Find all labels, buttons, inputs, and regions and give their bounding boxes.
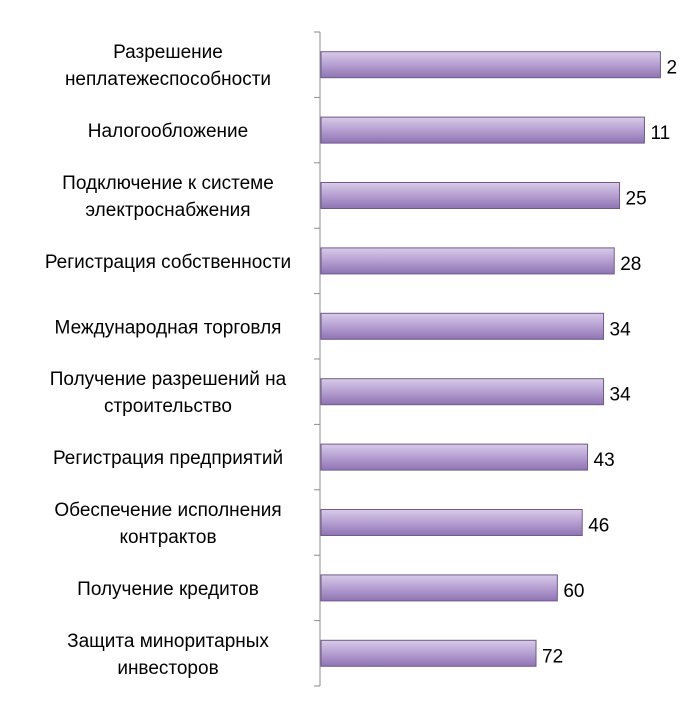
- category-labels: Разрешение неплатежеспособности Налогообло…: [45, 42, 291, 679]
- category-label-line: контрактов: [119, 527, 216, 548]
- category-axis: [314, 31, 321, 687]
- category-label-line: Налогообложение: [88, 121, 248, 142]
- data-label: 72: [542, 646, 563, 667]
- category-label: Регистрация предприятий: [53, 448, 283, 469]
- category-label-line: Регистрация предприятий: [53, 448, 283, 469]
- bar: [320, 247, 615, 275]
- bar: [320, 312, 605, 340]
- bar: [320, 509, 583, 536]
- category-label: Налогообложение: [88, 121, 248, 142]
- bar: [320, 443, 589, 471]
- category-label-line: Обеспечение исполнения: [54, 500, 281, 521]
- bar: [320, 639, 537, 667]
- data-label: 28: [620, 254, 641, 275]
- bar: [320, 182, 621, 209]
- bar: [320, 378, 605, 406]
- category-label: Международная торговля: [55, 317, 282, 338]
- category-label: Защита миноритарных инвесторов: [67, 631, 269, 679]
- category-label-line: Подключение к системе: [62, 173, 274, 194]
- category-label: Получение разрешений на строительство: [50, 369, 287, 417]
- category-label-line: электроснабжения: [85, 200, 250, 221]
- category-label-line: Международная торговля: [55, 317, 282, 338]
- bar: [320, 51, 661, 79]
- category-label-line: инвесторов: [117, 658, 218, 679]
- bar: [320, 116, 645, 144]
- category-label: Получение кредитов: [77, 579, 259, 600]
- data-label: 60: [563, 581, 584, 602]
- category-label-line: строительство: [104, 396, 232, 417]
- data-label: 2: [666, 58, 677, 79]
- category-label: Подключение к системе электроснабжения: [62, 173, 274, 221]
- category-label-line: Защита миноритарных: [67, 631, 269, 652]
- category-label: Регистрация собственности: [45, 252, 291, 273]
- data-label: 34: [610, 385, 632, 406]
- data-label: 46: [588, 516, 609, 537]
- category-label: Обеспечение исполнения контрактов: [54, 500, 281, 548]
- category-label: Разрешение неплатежеспособности: [65, 42, 271, 90]
- category-label-line: Разрешение: [113, 42, 223, 63]
- bars: [320, 51, 661, 667]
- bar: [320, 574, 558, 602]
- category-label-line: Получение кредитов: [77, 579, 259, 600]
- data-label: 43: [594, 450, 615, 471]
- category-label-line: Получение разрешений на: [50, 369, 287, 390]
- category-label-line: неплатежеспособности: [65, 69, 271, 90]
- category-label-line: Регистрация собственности: [45, 252, 291, 273]
- value-labels: 2 11 25 28 34 34 43 46 60 72: [542, 58, 677, 668]
- data-label: 11: [650, 123, 670, 144]
- data-label: 25: [626, 189, 647, 210]
- data-label: 34: [610, 319, 632, 340]
